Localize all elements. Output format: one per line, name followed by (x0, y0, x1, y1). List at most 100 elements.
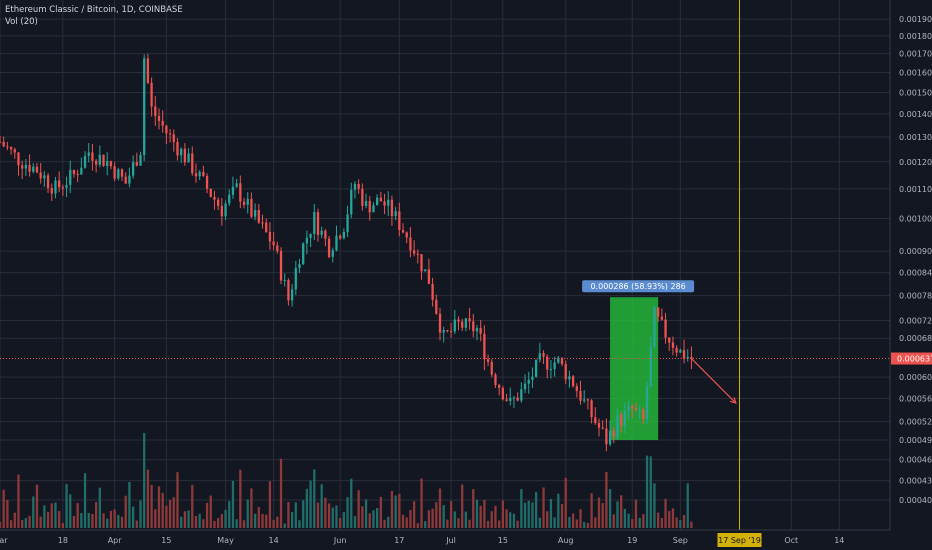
volume-bar (187, 510, 190, 528)
candle-up (364, 201, 368, 206)
volume-bar (690, 521, 693, 528)
candle-down (339, 235, 342, 239)
volume-bar (387, 516, 390, 528)
volume-bar (542, 487, 545, 528)
volume-bar (605, 471, 608, 528)
candle-down (579, 390, 582, 401)
volume-bar (102, 513, 105, 528)
volume-bar (464, 511, 468, 528)
candle-down (161, 120, 164, 126)
volume-bar (261, 514, 264, 528)
axis-labels: 0.000637 17 Sep '19 (717, 352, 932, 547)
volume-bar (479, 505, 482, 528)
time-tick-label: Jul (445, 536, 456, 545)
volume-bar (54, 502, 57, 528)
volume-bar (446, 519, 449, 528)
volume-bar (427, 510, 431, 528)
volume-bar (279, 458, 283, 528)
candle-down (390, 199, 394, 217)
candle-up (534, 359, 538, 377)
candle-up (531, 376, 534, 380)
candle-up (424, 269, 427, 272)
candle-down (268, 231, 272, 242)
candle-up (509, 397, 512, 401)
candle-down (483, 333, 486, 360)
volume-bar (220, 514, 223, 528)
volume-bar (58, 511, 61, 528)
volume-bar (165, 505, 168, 528)
candle-down (2, 141, 5, 147)
price-scale-background[interactable] (890, 0, 932, 550)
candle-up (65, 184, 68, 188)
candle-down (242, 201, 246, 205)
volume-bar (583, 522, 586, 528)
candle-up (538, 353, 541, 360)
candle-down (61, 187, 65, 189)
volume-bar (475, 499, 479, 528)
volume-bar (424, 521, 427, 528)
candles (0, 53, 693, 452)
candle-down (461, 321, 464, 328)
volume-bar (420, 478, 423, 528)
volume-bar (379, 496, 382, 528)
candle-up (313, 212, 316, 234)
volume-bar (653, 483, 656, 528)
volume-bar (257, 507, 260, 528)
volume-bar (246, 499, 249, 528)
volume-bar (594, 517, 597, 528)
candle-down (416, 253, 419, 255)
volume-bar (520, 489, 523, 528)
volume-bar (590, 493, 593, 528)
candle-up (442, 329, 445, 333)
price-tick-label: 0.000404 (899, 496, 932, 505)
volume-bar (9, 520, 13, 528)
volume-bar (83, 473, 87, 528)
candle-up (686, 356, 689, 359)
time-tick-label: Oct (784, 536, 798, 545)
volume-bar (94, 502, 98, 528)
candle-up (231, 186, 235, 195)
candle-down (501, 387, 505, 400)
candle-down (642, 409, 645, 420)
volume-bar (664, 498, 667, 528)
candle-up (553, 362, 556, 370)
volume-bar (61, 523, 65, 528)
candle-up (453, 319, 456, 332)
candle-up (235, 183, 238, 187)
candle-down (217, 199, 220, 206)
candle-down (490, 361, 493, 375)
candle-down (486, 359, 490, 362)
volume-bar (146, 469, 150, 528)
time-axis[interactable]: Mar 18 Apr 15 May 14 Jun 17 Jul 15 Aug 19 Sep Oct 14 (0, 536, 844, 545)
candle-up (228, 194, 231, 204)
candle-down (620, 414, 623, 426)
time-tick-label: 15 (498, 536, 508, 545)
candle-up (131, 162, 135, 176)
candle-up (298, 264, 301, 269)
volume-bar (601, 503, 604, 528)
candle-down (449, 331, 453, 333)
volume-bar (268, 481, 272, 528)
candle-down (398, 211, 401, 230)
candle-down (91, 152, 94, 161)
candle-up (43, 175, 46, 179)
volume-bars (0, 433, 693, 528)
candle-down (412, 250, 416, 254)
volume-bar (106, 518, 109, 528)
volume-bar (113, 509, 116, 528)
volume-bar (276, 516, 279, 528)
candle-up (83, 155, 87, 168)
candle-up (294, 268, 297, 290)
volume-bar (364, 499, 368, 528)
